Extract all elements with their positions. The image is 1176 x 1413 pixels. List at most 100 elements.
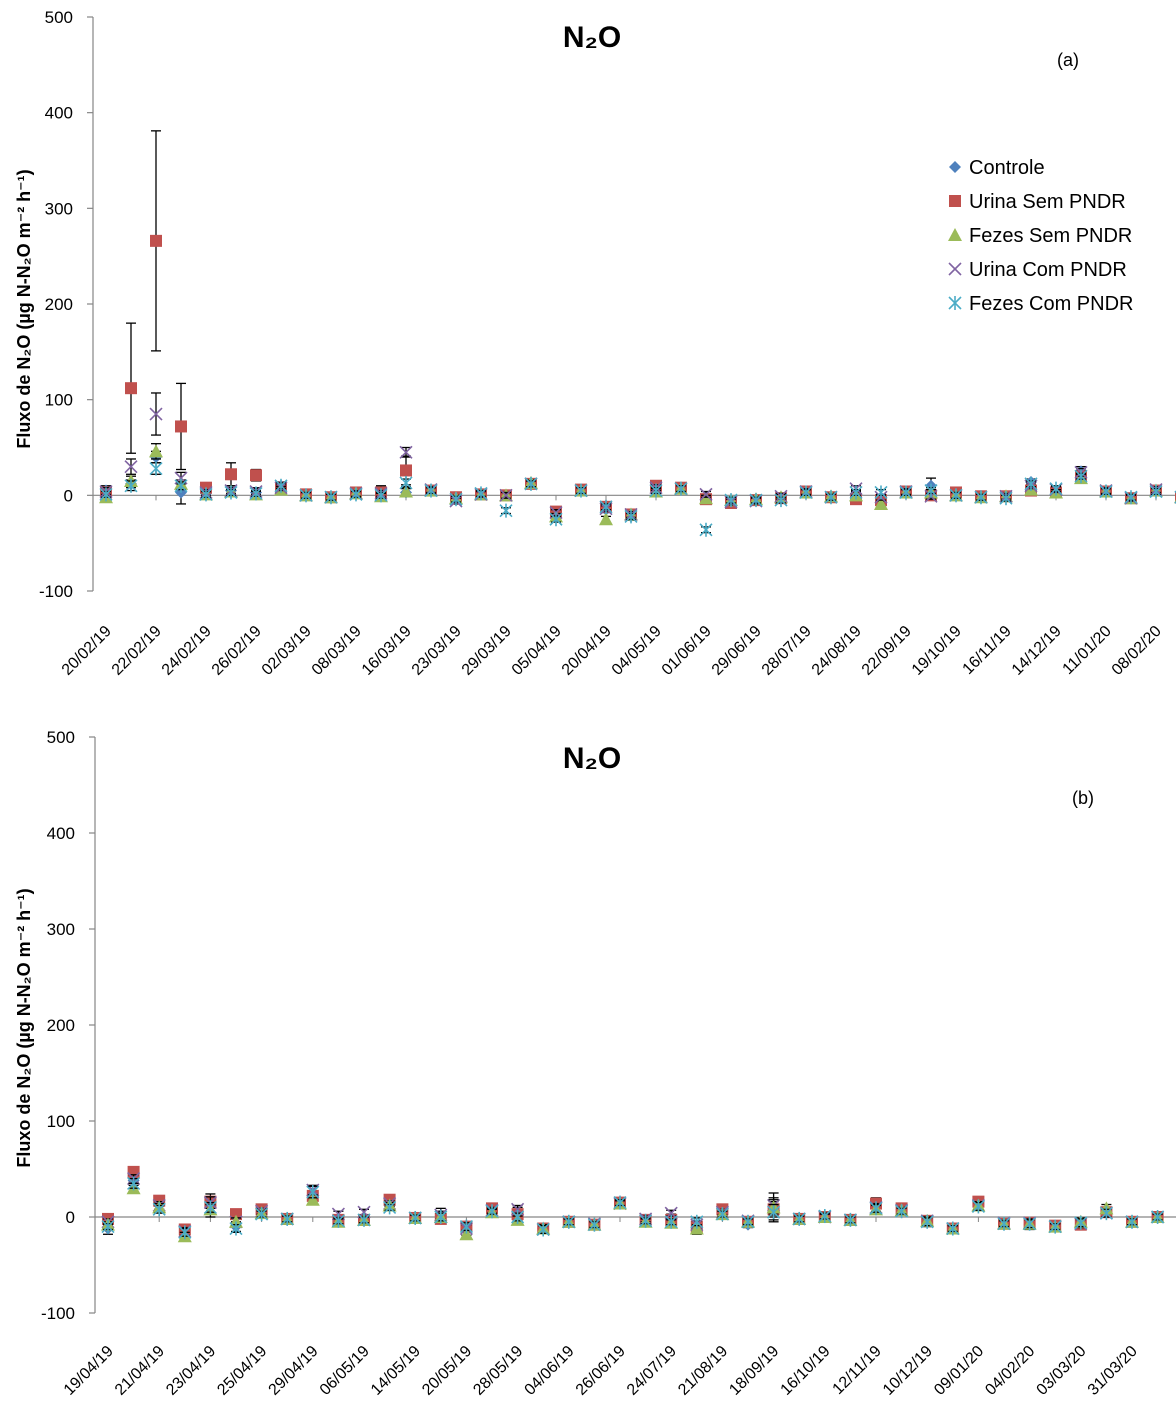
panel-label-a: (a) xyxy=(1057,50,1079,70)
x-tick-label-a: 20/04/19 xyxy=(559,623,615,679)
x-tick-label-b: 29/04/19 xyxy=(266,1343,322,1399)
data-point xyxy=(1074,1215,1088,1230)
x-tick-label-b: 12/11/19 xyxy=(830,1343,885,1398)
y-tick-label-a: 200 xyxy=(45,295,73,314)
legend-marker xyxy=(949,195,961,207)
data-point xyxy=(357,1212,371,1227)
data-point xyxy=(175,420,187,433)
data-point xyxy=(849,485,863,500)
data-point xyxy=(774,493,788,508)
data-point xyxy=(895,1204,909,1219)
data-point xyxy=(997,1216,1011,1231)
x-tick-label-a: 01/06/19 xyxy=(659,623,715,679)
x-tick-label-b: 10/12/19 xyxy=(880,1343,936,1399)
data-point xyxy=(399,475,413,490)
data-point xyxy=(152,1202,166,1217)
data-point xyxy=(613,1195,627,1210)
data-point xyxy=(125,382,137,395)
data-point xyxy=(374,488,388,503)
x-tick-label-b: 09/01/20 xyxy=(931,1343,987,1399)
x-tick-label-b: 31/03/20 xyxy=(1085,1343,1141,1399)
data-point xyxy=(792,1211,806,1226)
data-point xyxy=(690,1214,704,1229)
data-point xyxy=(203,1200,217,1215)
x-tick-label-a: 24/08/19 xyxy=(809,623,865,679)
data-point xyxy=(459,1219,473,1234)
legend-marker xyxy=(948,296,962,310)
legend-item: Fezes Sem PNDR xyxy=(948,225,1132,247)
legend-label: Fezes Com PNDR xyxy=(969,293,1133,315)
data-point xyxy=(511,1210,525,1224)
data-point xyxy=(149,444,163,458)
data-point xyxy=(971,1199,985,1214)
data-point xyxy=(624,509,638,524)
data-point xyxy=(306,1185,320,1200)
data-point xyxy=(999,491,1013,506)
data-point xyxy=(741,1214,755,1229)
x-tick-label-a: 04/05/19 xyxy=(609,623,665,679)
data-point xyxy=(499,488,513,502)
data-point xyxy=(459,1227,474,1241)
x-tick-label-b: 03/03/20 xyxy=(1034,1343,1090,1399)
series-b-1 xyxy=(102,1165,1164,1236)
x-tick-label-a: 29/03/19 xyxy=(459,623,515,679)
x-tick-label-a: 19/10/19 xyxy=(909,623,965,679)
data-point xyxy=(699,487,713,501)
data-point xyxy=(199,487,213,502)
data-point xyxy=(549,512,563,527)
data-point xyxy=(399,445,413,459)
y-tick-label-a: -100 xyxy=(39,582,73,601)
data-point xyxy=(178,1225,192,1240)
chart-panel-b: N₂O (b) Fluxo de N₂O (µg N-N₂O m⁻² h⁻¹) … xyxy=(14,728,1176,1399)
data-point xyxy=(599,499,613,514)
data-point xyxy=(225,468,237,481)
x-tick-label-b: 23/04/19 xyxy=(163,1343,219,1399)
legend-item: Urina Com PNDR xyxy=(948,259,1127,281)
data-point xyxy=(150,234,162,247)
data-point xyxy=(305,1192,320,1206)
x-tick-label-a: 22/02/19 xyxy=(109,623,165,679)
legend-label: Urina Sem PNDR xyxy=(969,191,1126,213)
data-point xyxy=(229,1221,243,1236)
x-tick-label-a: 29/06/19 xyxy=(709,623,765,679)
data-point xyxy=(331,1213,345,1228)
legend-item: Controle xyxy=(949,157,1045,179)
series-b-4 xyxy=(101,1176,1165,1240)
data-point xyxy=(724,493,738,508)
data-point xyxy=(574,483,588,498)
data-point xyxy=(1151,1210,1165,1224)
x-tick-label-a: 14/12/19 xyxy=(1009,623,1065,679)
data-point xyxy=(1099,484,1113,499)
x-tick-label-a: 02/03/19 xyxy=(259,623,315,679)
data-point xyxy=(874,496,888,510)
x-tick-label-a: 26/02/19 xyxy=(209,623,265,679)
x-tick-label-a: 24/02/19 xyxy=(159,623,215,679)
y-axis-label-a: Fluxo de N₂O (µg N-N₂O m⁻² h⁻¹) xyxy=(14,169,34,448)
data-point xyxy=(524,476,538,491)
data-point xyxy=(920,1214,934,1229)
data-point xyxy=(474,486,488,501)
legend-marker xyxy=(949,161,961,173)
data-point xyxy=(101,1219,115,1234)
data-point xyxy=(818,1209,832,1224)
legend-label: Urina Com PNDR xyxy=(969,259,1127,281)
data-point xyxy=(124,460,138,474)
data-point xyxy=(869,1201,883,1216)
x-tick-label-a: 05/04/19 xyxy=(509,623,565,679)
data-point xyxy=(767,1205,781,1220)
y-tick-label-b: 100 xyxy=(47,1112,75,1131)
data-point xyxy=(250,469,262,482)
data-point xyxy=(1023,1216,1037,1231)
data-point xyxy=(1049,481,1063,496)
chart-title-b: N₂O xyxy=(563,742,621,775)
data-point xyxy=(824,490,838,505)
data-point xyxy=(249,486,263,501)
data-point xyxy=(749,493,763,508)
data-point xyxy=(174,478,188,493)
x-tick-label-b: 21/08/19 xyxy=(675,1343,731,1399)
x-tick-label-a: 11/01/20 xyxy=(1060,623,1115,678)
data-point xyxy=(127,1176,141,1191)
x-tick-label-b: 14/05/19 xyxy=(368,1343,424,1399)
data-point xyxy=(149,461,163,476)
data-point xyxy=(949,488,963,503)
